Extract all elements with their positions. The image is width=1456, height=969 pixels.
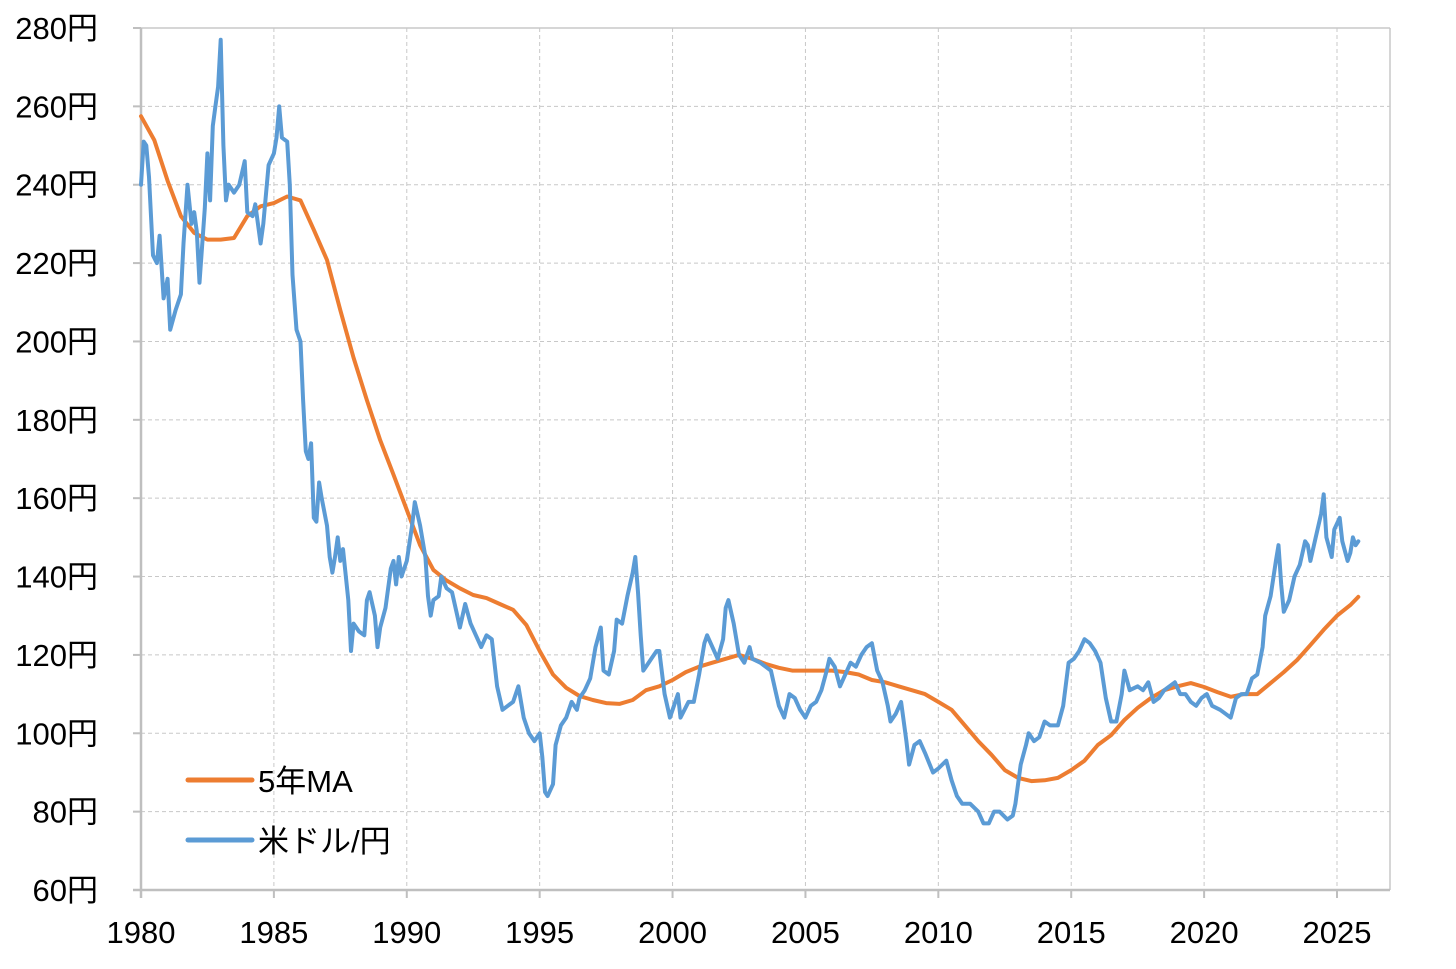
y-tick-label: 100円 [15,716,98,751]
x-tick-label: 2005 [771,915,840,950]
x-tick-label: 1995 [505,915,574,950]
y-tick-label: 220円 [15,246,98,281]
y-tick-label: 120円 [15,638,98,673]
y-tick-label: 280円 [15,11,98,46]
y-tick-label: 200円 [15,324,98,359]
gridlines [141,27,1390,890]
x-tick-label: 2020 [1170,915,1239,950]
y-tick-label: 240円 [15,168,98,203]
x-tick-label: 2010 [904,915,973,950]
y-tick-label: 160円 [15,481,98,516]
x-tick-label: 1985 [239,915,308,950]
legend: 5年MA 米ドル/円 [185,764,391,859]
y-tick-label: 80円 [33,795,98,830]
series-line-usd-jpy [139,37,1361,826]
y-tick-label: 60円 [33,873,98,908]
x-tick-label: 2025 [1303,915,1372,950]
legend-label-usdjpy: 米ドル/円 [258,824,391,859]
y-tick-label: 260円 [15,89,98,124]
y-tick-labels: 60円 80円 100円 120円 140円 160円 180円 200円 220円 240円 26… [15,11,98,908]
x-tick-labels: 1980 1985 1990 1995 2000 2005 2010 2015 2020 2025 [107,915,1372,950]
x-tick-label: 1990 [372,915,441,950]
x-tick-label: 1980 [107,915,176,950]
y-tick-label: 180円 [15,403,98,438]
x-tick-label: 2015 [1037,915,1106,950]
x-tick-label: 2000 [638,915,707,950]
y-tick-label: 140円 [15,560,98,595]
series-lines [139,37,1361,826]
legend-label-ma: 5年MA [258,764,353,799]
